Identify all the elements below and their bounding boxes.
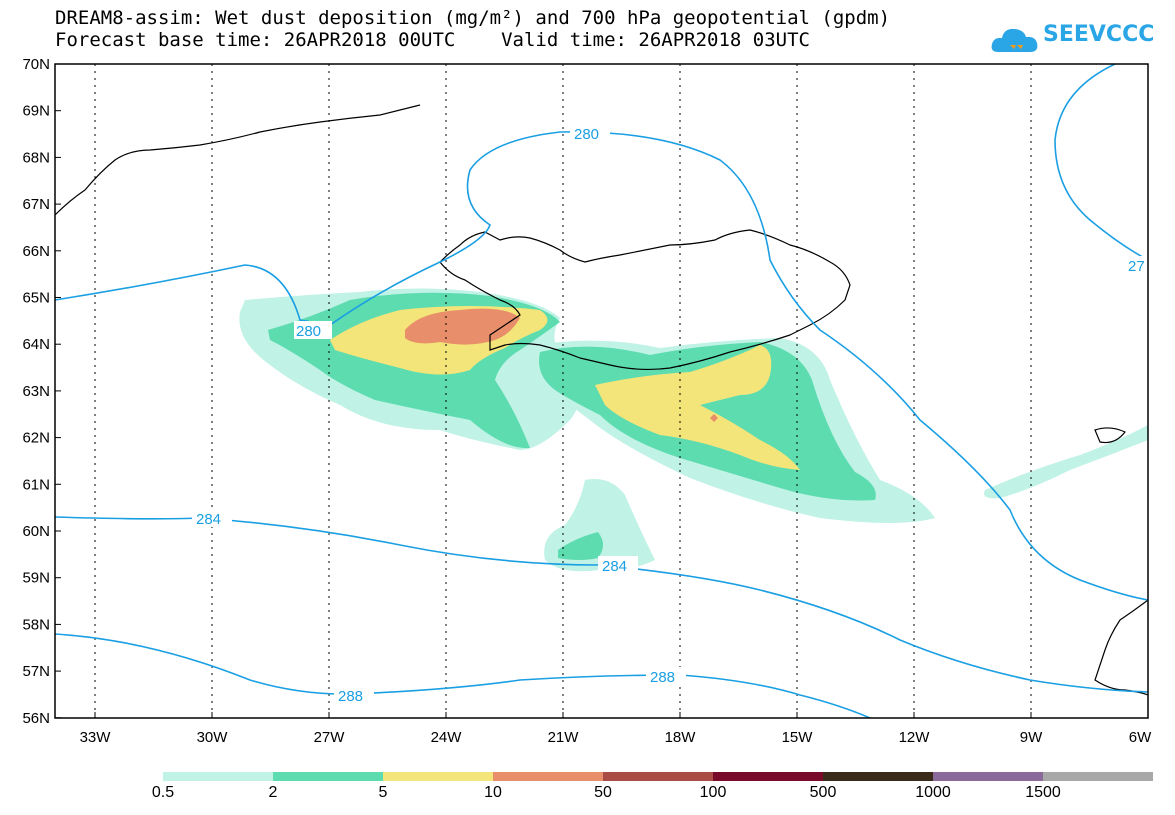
colorbar-label: 500: [809, 784, 837, 801]
lat-label: 58N: [22, 616, 50, 633]
lat-label: 57N: [22, 663, 50, 680]
lon-label: 15W: [782, 729, 814, 746]
lat-label: 60N: [22, 523, 50, 540]
colorbar-label: 2: [268, 784, 278, 801]
lon-label: 18W: [665, 729, 697, 746]
lon-label: 12W: [899, 729, 931, 746]
norway-coastline: [1094, 599, 1148, 696]
contour-288: [55, 633, 871, 718]
colorbar: [163, 772, 1153, 781]
faroe-coastline: [1094, 427, 1126, 444]
colorbar-swatch: [713, 772, 823, 781]
logo-text: SEEVCCC: [1043, 22, 1155, 47]
lat-label: 67N: [22, 196, 50, 213]
lat-label: 65N: [22, 290, 50, 307]
deposition-orange-west: [405, 308, 520, 345]
colorbar-swatch: [383, 772, 493, 781]
lon-label: 27W: [314, 729, 346, 746]
lat-label: 64N: [22, 336, 50, 353]
lon-label: 6W: [1129, 729, 1152, 746]
contour-label-288-central: 288: [650, 669, 675, 686]
lon-label: 33W: [80, 729, 112, 746]
colorbar-swatch: [603, 772, 713, 781]
colorbar-swatch: [823, 772, 933, 781]
contour-labels: 280 280 284 284 288 288 27: [192, 124, 1148, 705]
contour-label-284-west: 284: [196, 511, 221, 528]
contour-label-280-west: 280: [296, 323, 321, 340]
lat-labels: 70N 69N 68N 67N 66N 65N 64N 63N 62N 61N 60N 59N 58N 5…: [22, 56, 50, 727]
deposition-green-south: [558, 532, 603, 560]
lon-label: 21W: [548, 729, 580, 746]
colorbar-label: 1500: [1025, 784, 1061, 801]
lon-labels: 33W 30W 27W 24W 21W 18W 15W 12W 9W 6W: [80, 729, 1153, 746]
deposition-yellow-central: [595, 345, 800, 470]
lat-label: 61N: [22, 476, 50, 493]
dust-deposition-shading: [239, 288, 1148, 572]
lat-label: 68N: [22, 149, 50, 166]
colorbar-label: 0.5: [151, 784, 175, 801]
lon-label: 9W: [1020, 729, 1043, 746]
lat-label: 59N: [22, 570, 50, 587]
cloud-logo-icon: [991, 28, 1038, 52]
lat-label: 62N: [22, 430, 50, 447]
colorbar-label: 5: [378, 784, 388, 801]
lon-label: 24W: [431, 729, 463, 746]
lat-label: 63N: [22, 383, 50, 400]
map-title-line2: Forecast base time: 26APR2018 00UTC Vali…: [55, 29, 810, 51]
colorbar-label: 100: [699, 784, 727, 801]
colorbar-swatch: [933, 772, 1043, 781]
colorbar-label: 10: [484, 784, 502, 801]
deposition-orange-spot: [710, 414, 718, 422]
contour-label-280-north: 280: [574, 126, 599, 143]
colorbar-label: 50: [594, 784, 612, 801]
deposition-area-east: [984, 425, 1148, 499]
lat-label: 66N: [22, 243, 50, 260]
lon-label: 30W: [197, 729, 229, 746]
colorbar-label: 1000: [915, 784, 951, 801]
greenland-coastline: [55, 104, 421, 216]
lat-label: 69N: [22, 103, 50, 120]
colorbar-swatch: [273, 772, 383, 781]
colorbar-swatch: [163, 772, 273, 781]
contour-label-284-central: 284: [602, 558, 627, 575]
contour-276: [1054, 64, 1148, 261]
contour-label-288-west: 288: [338, 688, 363, 705]
map-title-line1: DREAM8-assim: Wet dust deposition (mg/m²…: [55, 7, 891, 29]
colorbar-swatch: [493, 772, 603, 781]
lon-ticks: [94, 712, 1149, 718]
lat-label: 56N: [22, 710, 50, 727]
lat-ticks: [55, 63, 61, 719]
contour-label-27: 27: [1128, 258, 1145, 275]
lat-label: 70N: [22, 56, 50, 73]
colorbar-swatch: [1043, 772, 1153, 781]
